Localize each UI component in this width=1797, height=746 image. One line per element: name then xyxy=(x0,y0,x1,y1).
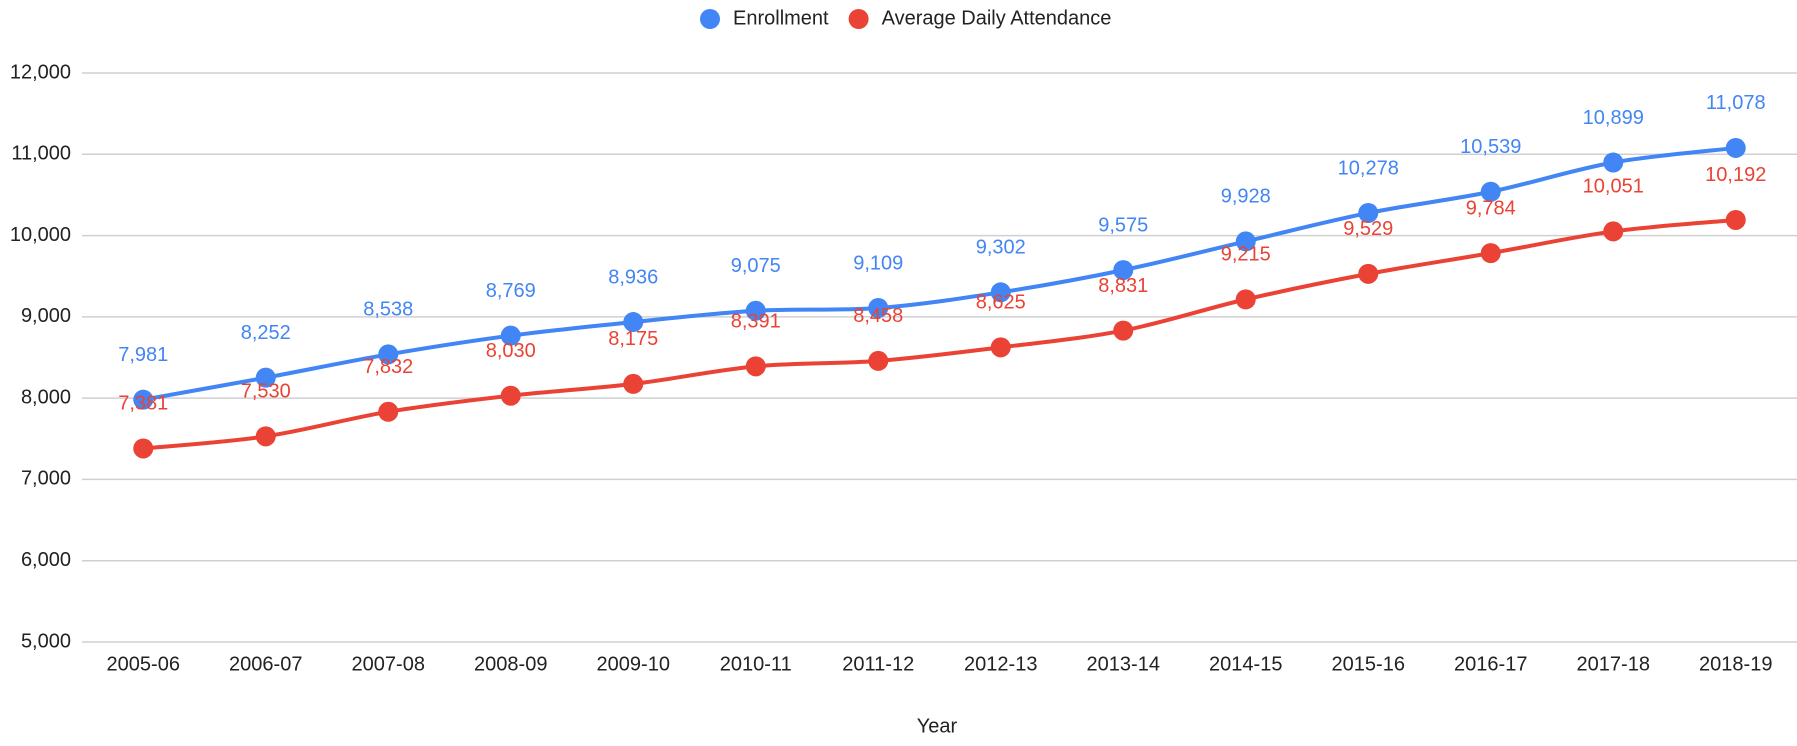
x-tick-label: 2018-19 xyxy=(1699,653,1772,675)
point xyxy=(255,367,276,388)
point xyxy=(378,401,399,422)
x-tick-label: 2014-15 xyxy=(1209,653,1282,675)
legend-label: Enrollment xyxy=(733,7,829,29)
y-tick-label: 5,000 xyxy=(21,630,71,652)
x-tick-label: 2005-06 xyxy=(107,653,180,675)
point xyxy=(1603,221,1624,242)
y-tick-label: 11,000 xyxy=(11,143,71,165)
data-label: 9,928 xyxy=(1221,186,1271,208)
series-line xyxy=(143,217,1736,451)
data-label: 10,192 xyxy=(1705,164,1766,186)
point xyxy=(1603,152,1624,173)
point xyxy=(990,337,1011,358)
data-label: 9,784 xyxy=(1466,197,1516,219)
y-tick-label: 10,000 xyxy=(10,224,71,246)
data-label: 10,278 xyxy=(1338,157,1399,179)
point xyxy=(1480,181,1501,202)
point xyxy=(1113,320,1134,341)
point xyxy=(1725,137,1746,158)
point xyxy=(745,300,766,321)
point xyxy=(1358,202,1379,223)
data-label: 8,175 xyxy=(608,328,658,350)
y-tick-label: 8,000 xyxy=(21,386,71,408)
x-tick-label: 2012-13 xyxy=(964,653,1037,675)
data-label: 11,078 xyxy=(1706,92,1766,114)
point xyxy=(500,325,521,346)
point xyxy=(1725,209,1746,230)
data-label: 8,625 xyxy=(976,292,1026,314)
data-label: 8,538 xyxy=(363,299,413,321)
point xyxy=(868,350,889,371)
series-line xyxy=(142,145,1736,402)
x-tick-label: 2017-18 xyxy=(1577,653,1650,675)
data-label: 9,302 xyxy=(976,237,1026,259)
point xyxy=(1358,263,1379,284)
x-tick-label: 2010-11 xyxy=(720,653,792,675)
legend-marker xyxy=(700,9,720,29)
point xyxy=(500,385,521,406)
y-tick-label: 7,000 xyxy=(21,468,71,490)
x-tick-label: 2015-16 xyxy=(1332,653,1405,675)
data-label: 9,215 xyxy=(1221,244,1271,266)
y-tick-label: 9,000 xyxy=(21,305,71,327)
x-tick-label: 2008-09 xyxy=(474,653,547,675)
legend-label: Average Daily Attendance xyxy=(882,7,1112,29)
x-tick-label: 2006-07 xyxy=(229,653,302,675)
data-label: 9,529 xyxy=(1343,218,1393,240)
x-tick-label: 2011-12 xyxy=(842,653,914,675)
point xyxy=(1480,243,1501,264)
x-tick-label: 2009-10 xyxy=(597,653,670,675)
data-label: 9,575 xyxy=(1098,214,1148,236)
data-label: 9,109 xyxy=(853,252,903,274)
x-tick-label: 2016-17 xyxy=(1454,653,1527,675)
x-tick-label: 2007-08 xyxy=(352,653,425,675)
point xyxy=(623,373,644,394)
point xyxy=(990,282,1011,303)
data-label: 7,381 xyxy=(118,393,168,415)
legend-marker xyxy=(848,9,869,29)
point xyxy=(623,312,644,333)
data-label: 8,831 xyxy=(1098,275,1148,297)
data-label: 10,899 xyxy=(1583,107,1644,129)
data-label: 7,832 xyxy=(363,356,413,378)
data-label: 8,252 xyxy=(241,322,291,344)
data-label: 7,981 xyxy=(118,344,168,366)
y-tick-label: 6,000 xyxy=(21,549,71,571)
point xyxy=(745,356,766,377)
data-label: 8,769 xyxy=(486,280,536,302)
data-label: 9,075 xyxy=(731,255,781,277)
data-label: 10,539 xyxy=(1460,136,1521,158)
point xyxy=(1235,289,1256,310)
point xyxy=(378,344,399,365)
x-axis-label: Year xyxy=(917,715,958,737)
data-label: 7,530 xyxy=(241,381,291,403)
data-label: 8,458 xyxy=(853,305,903,327)
point xyxy=(133,389,154,410)
data-label: 8,391 xyxy=(731,311,781,333)
point xyxy=(868,297,889,318)
data-label: 10,051 xyxy=(1583,176,1644,198)
point xyxy=(255,426,276,447)
y-tick-label: 12,000 xyxy=(10,61,71,83)
data-label: 8,030 xyxy=(486,340,536,362)
point xyxy=(1235,231,1256,252)
data-label: 8,936 xyxy=(608,266,658,288)
point xyxy=(1113,260,1134,281)
point xyxy=(133,438,154,459)
x-tick-label: 2013-14 xyxy=(1087,653,1160,675)
